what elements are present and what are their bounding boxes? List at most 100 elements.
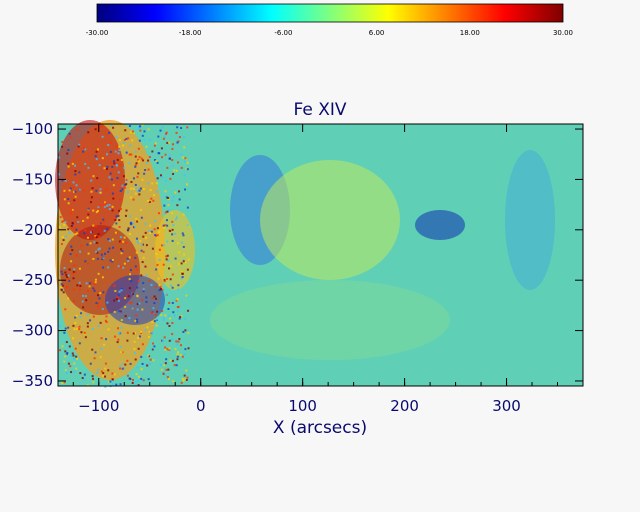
map-noise	[111, 179, 113, 181]
map-noise	[66, 372, 68, 374]
map-noise	[102, 157, 104, 159]
map-noise	[120, 236, 122, 238]
plot-title: Fe XIV	[293, 100, 346, 120]
map-noise	[109, 248, 111, 250]
map-noise	[123, 167, 125, 169]
colorbar-gradient	[97, 4, 563, 22]
map-noise	[115, 222, 117, 224]
colorbar-tick-label: 6.00	[369, 29, 385, 37]
map-noise	[92, 258, 94, 260]
map-noise	[174, 192, 176, 194]
map-noise	[125, 183, 127, 185]
map-noise	[104, 376, 106, 378]
map-noise	[121, 319, 123, 321]
map-noise	[74, 191, 76, 193]
map-noise	[82, 220, 84, 222]
map-noise	[164, 280, 166, 282]
map-noise	[178, 338, 180, 340]
map-noise	[165, 190, 167, 192]
map-noise	[135, 151, 137, 153]
map-noise	[186, 126, 188, 128]
map-noise	[91, 191, 93, 193]
map-noise	[72, 355, 74, 357]
map-noise	[160, 364, 162, 366]
y-tick-label: −250	[12, 271, 53, 289]
map-noise	[84, 163, 86, 165]
map-noise	[110, 173, 112, 175]
map-noise	[94, 357, 96, 359]
map-noise	[140, 274, 142, 276]
map-noise	[112, 206, 114, 208]
map-noise	[143, 173, 145, 175]
map-noise	[164, 224, 166, 226]
map-noise	[182, 234, 184, 236]
map-noise	[104, 368, 106, 370]
map-noise	[135, 314, 137, 316]
map-noise	[141, 158, 143, 160]
map-noise	[166, 258, 168, 260]
map-noise	[103, 167, 105, 169]
map-noise	[101, 254, 103, 256]
map-noise	[108, 328, 110, 330]
map-noise	[167, 376, 169, 378]
map-noise	[162, 126, 164, 128]
x-tick-label: 200	[390, 397, 419, 415]
map-noise	[59, 349, 61, 351]
map-noise	[154, 228, 156, 230]
map-noise	[186, 379, 188, 381]
map-noise	[64, 355, 66, 357]
map-noise	[123, 142, 125, 144]
map-noise	[66, 286, 68, 288]
map-noise	[143, 379, 145, 381]
map-noise	[74, 227, 76, 229]
map-noise	[173, 169, 175, 171]
map-noise	[92, 225, 94, 227]
map-noise	[70, 246, 72, 248]
map-noise	[98, 273, 100, 275]
map-noise	[187, 330, 189, 332]
map-noise	[61, 221, 63, 223]
map-noise	[168, 154, 170, 156]
map-noise	[124, 263, 126, 265]
map-noise	[83, 232, 85, 234]
map-noise	[139, 240, 141, 242]
map-noise	[94, 290, 96, 292]
colorbar-tick-label: -18.00	[179, 29, 202, 37]
map-noise	[114, 219, 116, 221]
map-noise	[150, 284, 152, 286]
map-noise	[171, 165, 173, 167]
map-noise	[127, 332, 129, 334]
map-noise	[104, 230, 106, 232]
map-noise	[137, 172, 139, 174]
map-noise	[95, 281, 97, 283]
map-noise	[87, 167, 89, 169]
map-noise	[67, 149, 69, 151]
map-noise	[130, 181, 132, 183]
map-noise	[84, 260, 86, 262]
map-noise	[96, 236, 98, 238]
map-noise	[124, 139, 126, 141]
map-noise	[122, 145, 124, 147]
map-noise	[167, 255, 169, 257]
map-noise	[133, 348, 135, 350]
map-noise	[75, 348, 77, 350]
map-noise	[141, 217, 143, 219]
map-noise	[133, 333, 135, 335]
map-noise	[128, 317, 130, 319]
map-noise	[182, 356, 184, 358]
map-noise	[67, 278, 69, 280]
map-noise	[132, 382, 134, 384]
map-noise	[114, 373, 116, 375]
map-noise	[149, 280, 151, 282]
map-noise	[70, 187, 72, 189]
map-noise	[92, 328, 94, 330]
map-noise	[124, 297, 126, 299]
map-noise	[171, 221, 173, 223]
map-noise	[139, 130, 141, 132]
map-noise	[112, 247, 114, 249]
map-noise	[118, 219, 120, 221]
map-noise	[167, 308, 169, 310]
map-noise	[128, 162, 130, 164]
map-noise	[72, 181, 74, 183]
map-noise	[82, 295, 84, 297]
